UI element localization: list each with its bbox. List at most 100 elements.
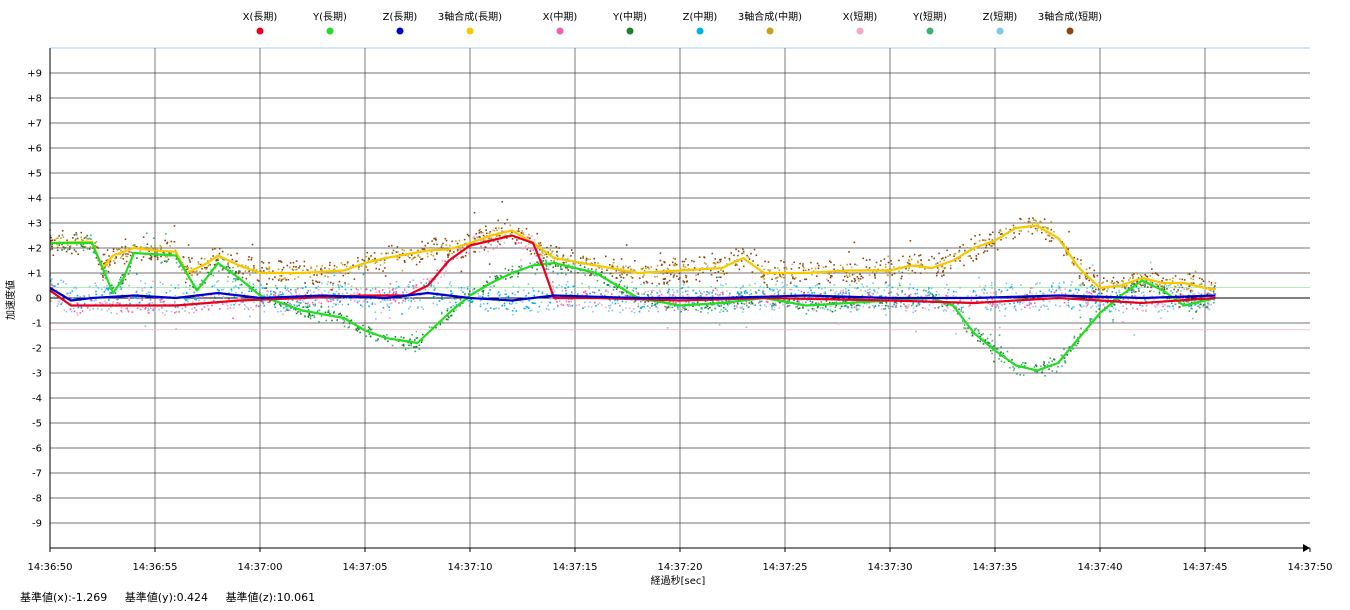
data-point: [1036, 229, 1039, 232]
data-point: [893, 302, 895, 304]
data-point: [977, 330, 980, 332]
data-point: [434, 287, 436, 290]
data-point: [716, 261, 719, 264]
data-point: [127, 253, 129, 255]
data-point: [259, 304, 262, 307]
data-point: [1087, 297, 1089, 300]
data-point: [482, 293, 485, 296]
data-point: [390, 302, 393, 305]
data-point: [1109, 297, 1111, 300]
data-point: [262, 302, 265, 305]
data-point: [1207, 306, 1209, 309]
data-point: [1013, 306, 1015, 309]
data-point: [996, 305, 998, 307]
data-point: [548, 301, 551, 304]
data-point: [828, 297, 831, 299]
data-point: [58, 297, 61, 300]
legend-item[interactable]: Y(短期): [912, 10, 947, 35]
data-point: [1061, 292, 1063, 294]
data-point: [107, 288, 110, 291]
legend-item[interactable]: 3軸合成(長期): [438, 10, 502, 35]
data-point: [675, 301, 677, 304]
data-point: [949, 253, 951, 256]
data-point: [1202, 304, 1205, 306]
legend-item[interactable]: 3軸合成(中期): [738, 10, 802, 35]
data-point: [719, 258, 721, 261]
data-point: [349, 271, 351, 274]
data-point: [1098, 316, 1101, 318]
data-point: [697, 309, 700, 312]
data-point: [1075, 344, 1078, 347]
legend-item[interactable]: 3軸合成(短期): [1038, 10, 1102, 35]
legend-item[interactable]: Z(短期): [983, 10, 1018, 35]
data-point: [245, 265, 247, 267]
data-point: [76, 294, 79, 297]
data-point: [308, 303, 311, 306]
data-point: [499, 293, 502, 296]
data-point: [699, 292, 702, 294]
data-point: [768, 287, 771, 290]
data-point: [460, 289, 462, 292]
data-point: [697, 273, 699, 276]
data-point: [942, 257, 944, 259]
data-point: [392, 298, 395, 301]
data-point: [207, 264, 210, 267]
series-line: [49, 287, 1216, 302]
data-point: [1178, 286, 1181, 289]
data-point: [149, 302, 152, 304]
data-point: [1014, 236, 1016, 239]
data-point: [497, 241, 499, 244]
data-point: [973, 329, 976, 332]
data-point: [289, 302, 291, 305]
data-point: [811, 273, 813, 276]
data-point: [407, 347, 410, 350]
data-point: [1174, 286, 1177, 288]
data-point: [1065, 304, 1068, 307]
data-point: [478, 236, 480, 238]
data-point: [507, 269, 510, 272]
legend-item[interactable]: X(中期): [543, 10, 578, 35]
data-point: [125, 255, 127, 258]
data-point: [850, 266, 853, 269]
data-point: [120, 310, 122, 312]
data-point: [1160, 285, 1162, 288]
legend-item[interactable]: Y(中期): [612, 10, 647, 35]
data-point: [262, 301, 265, 303]
data-point: [119, 283, 122, 286]
data-point: [1047, 227, 1049, 229]
data-point: [762, 290, 765, 293]
data-point: [332, 287, 334, 289]
data-point: [1000, 297, 1003, 300]
data-point: [944, 287, 946, 289]
data-point: [145, 306, 147, 309]
data-point: [115, 256, 117, 258]
legend-item[interactable]: Z(長期): [383, 11, 418, 35]
data-point: [514, 293, 516, 296]
data-point: [615, 286, 618, 288]
data-point: [737, 303, 739, 305]
data-point: [989, 333, 992, 336]
legend-marker: [926, 27, 934, 35]
legend-item[interactable]: Y(長期): [312, 11, 347, 35]
data-point: [88, 295, 91, 298]
legend-item[interactable]: X(短期): [843, 10, 878, 35]
data-point: [120, 255, 123, 258]
data-point: [898, 284, 901, 287]
data-point: [446, 309, 449, 312]
data-point: [596, 279, 599, 282]
data-point: [771, 304, 774, 307]
data-point: [396, 258, 399, 261]
data-point: [862, 305, 865, 308]
data-point: [233, 296, 236, 298]
legend-item[interactable]: Z(中期): [683, 10, 718, 35]
data-point: [908, 259, 911, 262]
data-point: [347, 272, 350, 275]
legend-item[interactable]: X(長期): [243, 11, 278, 35]
data-point: [596, 275, 598, 277]
acceleration-chart: X(長期) Y(長期) Z(長期) 3軸合成(長期) X(中期) Y(中期) Z(中期) 3軸…: [4, 10, 1332, 585]
data-point: [1042, 226, 1044, 229]
data-point: [497, 240, 499, 243]
data-point: [108, 308, 110, 310]
data-point: [531, 266, 534, 269]
data-point: [674, 262, 677, 265]
